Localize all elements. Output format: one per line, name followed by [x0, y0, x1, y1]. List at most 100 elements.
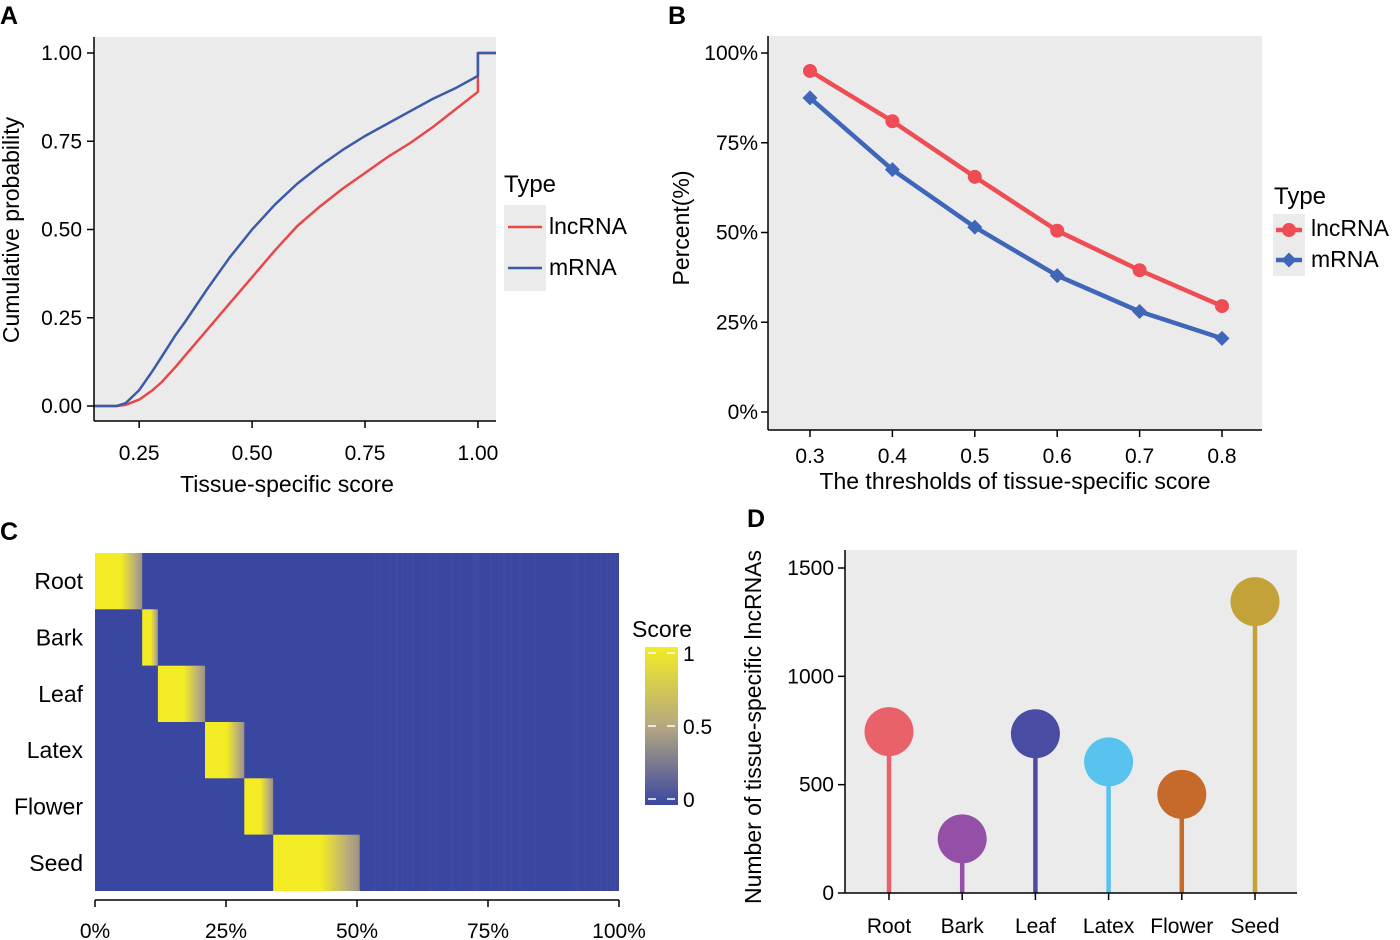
panel-d-xtick-label-root: Root	[867, 915, 912, 938]
heatmap-noise-column	[490, 553, 492, 891]
heatmap-noise-column	[606, 553, 608, 891]
panel-b-xtick-label: 0.3	[795, 445, 824, 468]
panel-b-ytick-label: 100%	[704, 42, 758, 65]
panel-a-legend-keys	[504, 205, 546, 291]
heatmap-block-seed	[273, 834, 360, 891]
panel-b-xtick-label: 0.7	[1125, 445, 1154, 468]
heatmap-noise-column	[502, 553, 504, 891]
panel-a-series	[94, 51, 496, 408]
panel-b-plot-area	[768, 36, 1262, 430]
heatmap-noise-column	[468, 553, 470, 891]
panel-d-ytick-label: 500	[799, 774, 834, 797]
panel-b-xtick-label: 0.4	[878, 445, 908, 468]
heatmap-row-label-latex: Latex	[27, 737, 84, 763]
panel-d-y-title: Number of tissue-specific lncRNAs	[740, 550, 766, 904]
panel-c-xtick-label: 75%	[467, 920, 509, 940]
panel-a-label: A	[0, 2, 18, 30]
heatmap-noise-columns	[364, 553, 616, 891]
heatmap-noise-column	[450, 553, 452, 891]
lollipop-head-root	[864, 707, 914, 757]
heatmap-row-label-flower: Flower	[14, 794, 83, 820]
heatmap-noise-column	[504, 553, 506, 891]
lollipop-head-bark	[937, 814, 987, 864]
heatmap-noise-column	[518, 553, 520, 891]
panel-a-legend-mrna: mRNA	[549, 254, 617, 280]
panel-a-y-ticks: 0.00 0.25 0.50 0.75 1.00	[41, 42, 94, 418]
panel-b-ytick-label: 25%	[716, 311, 758, 334]
panel-b-series	[802, 63, 1230, 346]
panel-b-xtick-label: 0.5	[960, 445, 989, 468]
panel-b-point-mrna	[1132, 303, 1148, 319]
heatmap-noise-column	[390, 553, 392, 891]
panel-a-ytick-label: 0.50	[41, 219, 82, 242]
panel-b-ytick-label: 50%	[716, 222, 758, 245]
heatmap-noise-column	[498, 553, 500, 891]
heatmap-row-label-root: Root	[34, 568, 83, 594]
lollipop-head-seed	[1230, 577, 1280, 627]
colorbar-title: Score	[632, 616, 692, 642]
panel-b-threshold-plot: B 0% 25% 50% 75% 100% 0.3 0.4 0.5 0.6 0.7 0.8 The…	[668, 2, 1390, 494]
heatmap-noise-column	[380, 553, 382, 891]
heatmap-row-label-leaf: Leaf	[38, 681, 83, 707]
panel-d-label: D	[747, 505, 765, 533]
heatmap-noise-column	[402, 553, 404, 891]
heatmap-noise-column	[520, 553, 522, 891]
panel-b-legend-key-mrna	[1276, 252, 1302, 268]
heatmap-colorbar: Score 00.51	[632, 616, 712, 812]
heatmap-row-labels: Root Bark Leaf Latex Flower Seed	[14, 568, 84, 876]
panel-a-xtick-label: 0.25	[119, 442, 160, 465]
panel-c-xtick-label: 50%	[336, 920, 378, 940]
panel-b-point-mrna	[884, 162, 900, 178]
panel-d-xtick-label-latex: Latex	[1083, 915, 1135, 938]
panel-a-line-mrna	[94, 51, 496, 408]
heatmap-row-label-bark: Bark	[36, 625, 84, 651]
panel-d-lollipop: D 0 500 1000 1500 Root Bark Leaf Latex Flower Se…	[740, 505, 1297, 938]
heatmap-noise-column	[594, 553, 596, 891]
heatmap-noise-column	[364, 553, 366, 891]
panel-a-legend-lncrna: lncRNA	[549, 213, 628, 239]
heatmap-noise-column	[412, 553, 414, 891]
panel-d-xtick-label-flower: Flower	[1150, 915, 1213, 938]
colorbar-tick-label: 1	[683, 643, 695, 666]
heatmap-noise-column	[554, 553, 556, 891]
panel-d-lollipops	[864, 577, 1280, 893]
panel-a-y-title: Cumulative probability	[0, 116, 24, 343]
panel-a-line-lncrna	[94, 51, 496, 408]
panel-b-line-mrna	[808, 96, 1223, 341]
colorbar-tick-label: 0.5	[683, 716, 712, 739]
heatmap-noise-column	[422, 553, 424, 891]
heatmap-block-root	[95, 553, 143, 610]
panel-a-legend: Type lncRNA mRNA	[504, 171, 628, 291]
panel-a-xtick-label: 0.50	[232, 442, 273, 465]
panel-b-legend-marker-lncrna	[1282, 223, 1296, 237]
panel-a-ytick-label: 0.00	[41, 395, 82, 418]
panel-d-ytick-label: 1500	[787, 557, 834, 580]
heatmap-block-leaf	[157, 665, 206, 722]
panel-b-point-lncrna	[1215, 299, 1229, 314]
panel-d-xtick-label-leaf: Leaf	[1015, 915, 1056, 938]
heatmap-specific-blocks	[95, 553, 360, 891]
panel-a-cumulative-plot: A 0.000.250.500.751.00 0.25 0.50 0.75 1.00 …	[0, 2, 628, 497]
panel-a-ytick-label: 0.25	[41, 307, 82, 330]
heatmap-block-latex	[205, 722, 245, 779]
panel-b-y-ticks: 0% 25% 50% 75% 100%	[704, 42, 768, 424]
panel-a-x-title: Tissue-specific score	[180, 471, 394, 497]
heatmap-block-bark	[142, 609, 158, 666]
heatmap-noise-column	[474, 553, 476, 891]
panel-c-xtick-label: 0%	[80, 920, 110, 940]
panel-b-legend-lncrna: lncRNA	[1311, 215, 1390, 241]
heatmap-noise-column	[476, 553, 478, 891]
panel-d-x-ticks: Root Bark Leaf Latex Flower Seed	[867, 893, 1280, 938]
heatmap-noise-column	[406, 553, 408, 891]
heatmap-noise-column	[436, 553, 438, 891]
heatmap-noise-column	[428, 553, 430, 891]
heatmap-noise-column	[452, 553, 454, 891]
panel-b-x-title: The thresholds of tissue-specific score	[819, 468, 1210, 494]
heatmap-noise-column	[610, 553, 612, 891]
heatmap-row-label-seed: Seed	[29, 850, 83, 876]
panel-b-ytick-label: 75%	[716, 132, 758, 155]
heatmap-noise-column	[614, 553, 616, 891]
heatmap-noise-column	[494, 553, 496, 891]
heatmap-noise-column	[472, 553, 474, 891]
